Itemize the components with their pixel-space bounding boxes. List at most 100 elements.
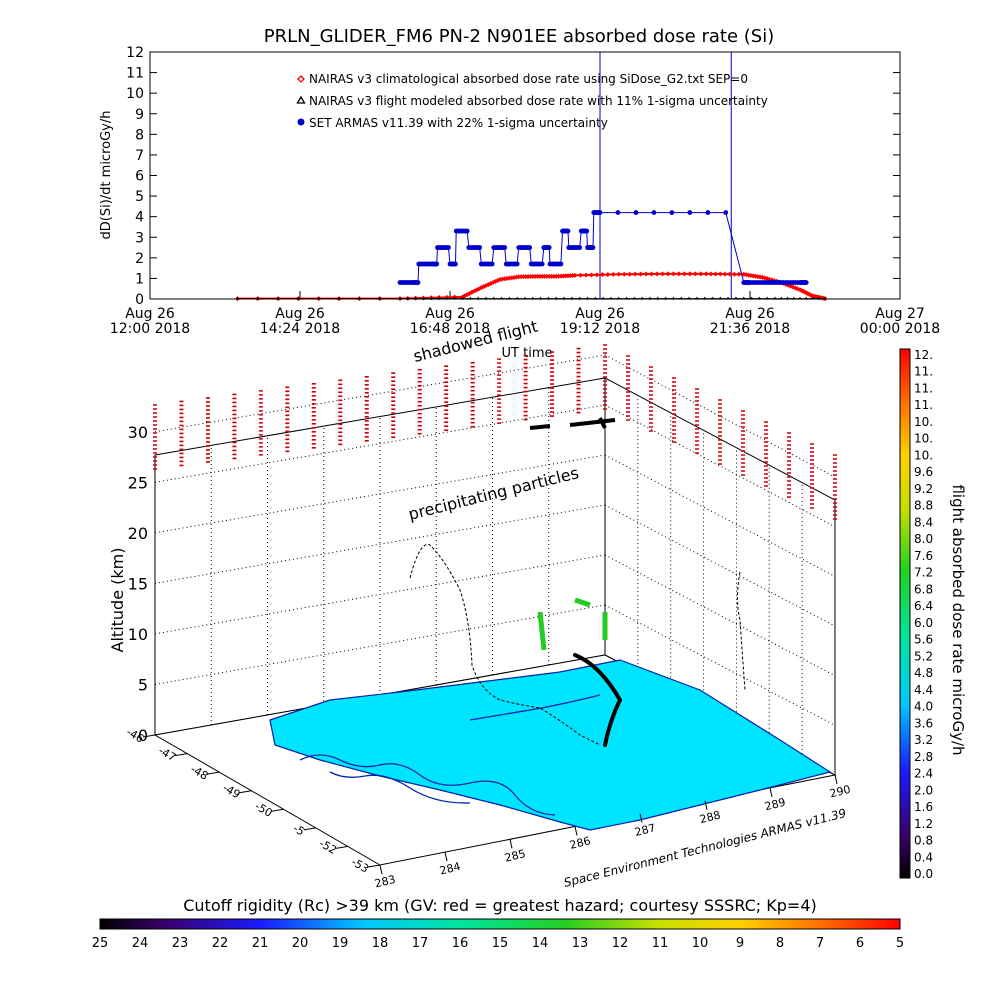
panel-3d: -46-47-48-49-50-5-52-53 2832842852862872…	[108, 317, 852, 891]
data-point-flight-modeled	[405, 296, 410, 300]
y-tick-label: 9	[135, 107, 144, 123]
dose-colorbar-tick: 10.	[914, 432, 933, 446]
data-point-flight-modeled	[546, 296, 551, 300]
x-tick-label-date: Aug 26	[725, 306, 775, 322]
data-point-flight-modeled	[593, 296, 598, 300]
lon-tick-label: 287	[633, 821, 657, 839]
data-point-flight-modeled	[726, 296, 731, 300]
data-point-flight-modeled	[377, 296, 382, 300]
dose-colorbar-ticks: 12. 11. 11. 11. 10. 10. 10. 9.6 9.2 8.8 8.4 8.0 7.6 7…	[914, 348, 933, 881]
rc-column	[311, 383, 316, 449]
flight-track-high	[529, 417, 616, 430]
data-point-flight-modeled	[483, 296, 488, 300]
rc-column	[810, 443, 814, 509]
dose-colorbar-tick: 3.6	[914, 716, 933, 730]
legend-label-climatological: NAIRAS v3 climatological absorbed dose r…	[309, 72, 748, 86]
legend-label-flight-modeled: NAIRAS v3 flight modeled absorbed dose r…	[309, 94, 768, 108]
data-point-flight-modeled	[804, 296, 809, 300]
lat-tick-mark	[303, 827, 316, 831]
altitude-tick-label: 5	[138, 675, 148, 694]
x-tick-label-date: Aug 26	[575, 306, 625, 322]
data-point-flight-modeled	[624, 296, 629, 300]
altitude-tick-label: 30	[128, 423, 148, 442]
data-point-flight-modeled	[507, 296, 512, 300]
lon-tick-mark	[639, 813, 643, 823]
rigidity-colorbar-tick: 8	[776, 936, 784, 951]
data-point-flight-modeled	[296, 296, 301, 300]
dose-colorbar-label: flight absorbed dose rate microGy/h	[949, 484, 967, 755]
data-point-flight-modeled	[816, 296, 821, 300]
y-tick-label: 1	[135, 271, 144, 287]
coastline-detail	[299, 694, 601, 816]
rc-column	[470, 361, 475, 428]
annotation-precipitating-particles: precipitating particles	[406, 463, 580, 524]
rigidity-colorbar-tick: 22	[212, 936, 229, 951]
dose-colorbar-tick: 6.0	[914, 616, 933, 630]
data-point-climatological	[583, 272, 589, 278]
data-point-armas	[453, 261, 458, 267]
data-point-climatological	[681, 271, 687, 277]
flight-track-climb	[537, 597, 608, 651]
grid-line	[604, 404, 836, 528]
data-point-armas	[477, 245, 483, 250]
data-point-climatological	[638, 271, 644, 277]
data-point-flight-modeled	[710, 296, 715, 300]
lat-tick-mark	[175, 753, 188, 757]
rigidity-colorbar-tick: 10	[692, 936, 709, 951]
x-tick-label-time: 21:36 2018	[710, 321, 790, 337]
data-point-flight-modeled	[515, 296, 520, 300]
data-point-climatological	[665, 271, 671, 277]
y-tick-label: 4	[135, 210, 144, 226]
data-point-flight-modeled	[499, 296, 504, 300]
lon-tick-mark	[509, 839, 513, 849]
data-point-flight-modeled	[523, 296, 527, 300]
data-point-armas	[514, 261, 520, 267]
data-point-flight-modeled	[337, 296, 342, 300]
lat-tick-mark	[207, 771, 220, 775]
flight-track	[409, 417, 746, 747]
dose-colorbar-tick: 6.8	[914, 582, 933, 596]
rigidity-colorbar-ticks: 25 24 23 22 21 20 19 18 17 16 15 14 13 12 11 10 9 8 7 6 5	[92, 936, 904, 951]
x-tick-label-date: Aug 26	[275, 306, 325, 322]
grid-line	[154, 354, 606, 433]
plot-area	[149, 51, 901, 300]
dose-colorbar-tick: 4.4	[914, 683, 933, 697]
lon-tick-label: 284	[438, 860, 462, 878]
dose-colorbar-tick: 10.	[914, 415, 933, 429]
x-tick-label-time: 19:12 2018	[560, 321, 640, 337]
lat-tick-mark	[367, 864, 381, 868]
rc-column	[626, 355, 630, 421]
x-tick-label-time: 12:00 2018	[110, 321, 190, 337]
lat-tick-mark	[335, 845, 348, 849]
data-point-armas	[590, 245, 596, 250]
rc-column	[497, 358, 502, 424]
rc-column	[417, 368, 422, 435]
legend-marker-red-diamond	[297, 75, 305, 83]
altitude-tick-label: 25	[128, 473, 148, 492]
data-point-flight-modeled	[437, 296, 442, 300]
data-point-flight-modeled	[601, 296, 606, 300]
y-axis-label: dD(Si)/dt microGy/h	[99, 111, 114, 240]
x-tick-label-time: 16:48 2018	[410, 321, 490, 337]
data-point-climatological	[654, 271, 660, 277]
dose-colorbar-tick: 0.4	[914, 850, 933, 864]
rigidity-colorbar-tick: 25	[92, 936, 109, 951]
data-point-flight-modeled	[530, 296, 535, 300]
rc-column	[338, 379, 343, 446]
data-point-climatological	[649, 271, 655, 277]
rigidity-colorbar-tick: 6	[856, 936, 864, 951]
data-point-climatological	[722, 271, 728, 277]
data-point-flight-modeled	[702, 296, 707, 300]
lon-tick-label: 290	[828, 783, 852, 801]
lon-tick-mark	[704, 800, 708, 810]
data-point-flight-modeled	[421, 296, 426, 300]
data-point-flight-modeled	[491, 296, 496, 300]
data-point-armas	[615, 210, 621, 215]
data-point-armas	[577, 245, 583, 250]
legend-marker-black-triangle	[296, 95, 306, 104]
rigidity-colorbar-tick: 17	[412, 936, 429, 951]
